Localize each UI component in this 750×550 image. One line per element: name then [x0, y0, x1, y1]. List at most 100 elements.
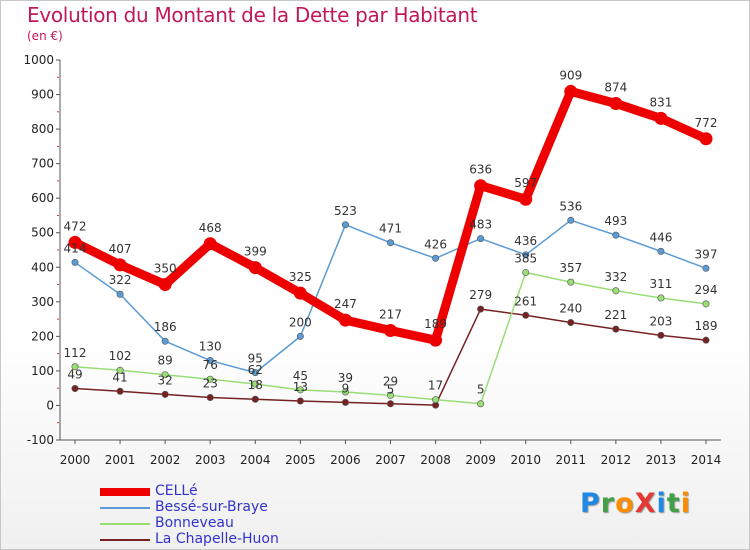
- series-point-0: [68, 235, 82, 249]
- series-point-3: [251, 395, 259, 403]
- series-point-2: [161, 371, 169, 379]
- y-tick-label: 200: [31, 329, 54, 343]
- data-label-1: 523: [334, 204, 357, 218]
- data-label-0: 472: [64, 219, 87, 233]
- series-point-3: [612, 325, 620, 333]
- x-tick-label: 2001: [105, 453, 136, 467]
- y-tick-label: 700: [31, 157, 54, 171]
- data-label-0: 247: [334, 297, 357, 311]
- series-point-1: [341, 221, 349, 229]
- data-label-1: 186: [154, 320, 177, 334]
- series-point-2: [432, 396, 440, 404]
- series-point-3: [296, 397, 304, 405]
- x-tick-label: 2010: [510, 453, 541, 467]
- x-tick-label: 2003: [195, 453, 226, 467]
- series-point-0: [519, 192, 533, 206]
- logo-letter: i: [656, 488, 667, 519]
- series-point-0: [564, 84, 578, 98]
- series-point-2: [612, 287, 620, 295]
- series-point-0: [203, 237, 217, 251]
- data-label-3: 18: [248, 378, 263, 392]
- series-point-1: [477, 235, 485, 243]
- data-label-3: 261: [514, 294, 537, 308]
- data-label-1: 436: [514, 234, 537, 248]
- data-label-3: 279: [469, 288, 492, 302]
- data-label-0: 189: [424, 317, 447, 331]
- series-point-2: [206, 375, 214, 383]
- data-label-1: 130: [199, 340, 222, 354]
- y-tick-label: 900: [31, 88, 54, 102]
- data-label-2: 62: [248, 363, 263, 377]
- series-point-3: [386, 400, 394, 408]
- data-label-1: 200: [289, 315, 312, 329]
- data-label-3: 203: [649, 314, 672, 328]
- data-label-1: 322: [109, 273, 132, 287]
- y-tick-label: 400: [31, 260, 54, 274]
- y-tick-label: -100: [27, 433, 54, 447]
- series-point-2: [251, 380, 259, 388]
- x-tick-label: 2008: [420, 453, 451, 467]
- data-label-1: 536: [559, 199, 582, 213]
- series-point-2: [296, 386, 304, 394]
- data-label-2: 385: [514, 251, 537, 265]
- y-tick-label: 500: [31, 226, 54, 240]
- series-point-0: [248, 261, 262, 275]
- data-label-0: 325: [289, 270, 312, 284]
- data-label-3: 189: [695, 319, 718, 333]
- data-label-0: 831: [649, 95, 672, 109]
- series-point-1: [657, 247, 665, 255]
- series-point-2: [341, 388, 349, 396]
- data-label-1: 493: [604, 214, 627, 228]
- series-point-1: [386, 239, 394, 247]
- x-tick-label: 2006: [330, 453, 361, 467]
- data-label-0: 597: [514, 176, 537, 190]
- series-point-1: [116, 290, 124, 298]
- data-label-0: 407: [109, 242, 132, 256]
- series-point-0: [429, 333, 443, 347]
- data-label-2: 29: [383, 374, 398, 388]
- y-tick-label: 800: [31, 122, 54, 136]
- proxiti-logo: ProXiti: [580, 488, 691, 519]
- chart-title: Evolution du Montant de la Dette par Hab…: [27, 3, 478, 27]
- series-point-3: [341, 398, 349, 406]
- x-tick-label: 2000: [60, 453, 91, 467]
- x-tick-label: 2012: [601, 453, 632, 467]
- series-point-3: [71, 385, 79, 393]
- legend-swatch: [100, 488, 150, 496]
- legend-label: CELLé: [155, 483, 198, 499]
- series-point-3: [657, 331, 665, 339]
- data-label-1: 95: [248, 352, 263, 366]
- y-tick-label: 1000: [23, 53, 54, 67]
- data-label-1: 483: [469, 218, 492, 232]
- data-label-2: 102: [109, 349, 132, 363]
- series-point-1: [567, 216, 575, 224]
- series-point-0: [338, 313, 352, 327]
- series-point-1: [296, 332, 304, 340]
- series-point-2: [657, 294, 665, 302]
- series-point-0: [113, 258, 127, 272]
- data-label-2: 76: [203, 358, 218, 372]
- series-point-3: [116, 387, 124, 395]
- data-label-3: 221: [604, 308, 627, 322]
- series-point-1: [522, 251, 530, 259]
- series-point-0: [158, 278, 172, 292]
- series-point-0: [699, 132, 713, 146]
- data-label-3: 23: [203, 377, 218, 391]
- logo-letter: t: [666, 488, 681, 519]
- logo-letter: X: [634, 488, 657, 519]
- data-label-0: 350: [154, 262, 177, 276]
- data-label-2: 112: [64, 346, 87, 360]
- y-tick-label: 100: [31, 364, 54, 378]
- data-label-1: 426: [424, 237, 447, 251]
- series-point-1: [206, 357, 214, 365]
- data-label-3: 13: [293, 380, 308, 394]
- data-label-0: 468: [199, 221, 222, 235]
- series-point-1: [161, 337, 169, 345]
- series-point-3: [161, 390, 169, 398]
- logo-letter: r: [600, 488, 616, 519]
- series-point-0: [654, 111, 668, 125]
- data-label-2: 294: [695, 283, 718, 297]
- series-point-2: [702, 300, 710, 308]
